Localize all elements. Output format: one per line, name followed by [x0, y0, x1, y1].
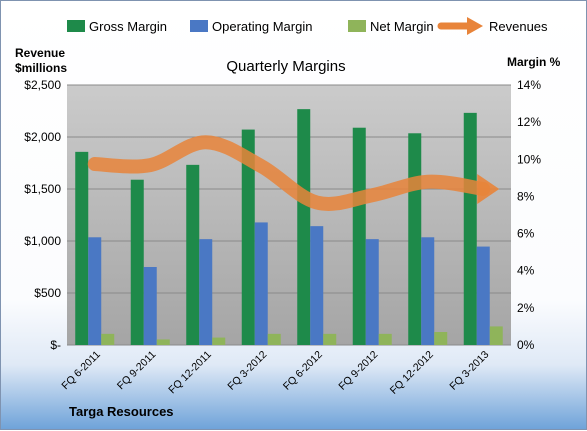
bar-gross-margin — [352, 127, 366, 345]
bar-operating-margin — [88, 237, 102, 345]
revenues-point — [482, 188, 484, 190]
y-right-tick-label: 8% — [517, 189, 535, 203]
revenues-arrowhead — [477, 174, 500, 204]
revenues-point — [205, 141, 207, 143]
y-right-tick-label: 12% — [517, 115, 541, 129]
bar-net-margin — [378, 333, 392, 345]
bar-net-margin — [156, 339, 170, 345]
revenues-point — [94, 163, 96, 165]
x-tick-label: FQ 9-2012 — [336, 349, 380, 393]
legend-label-gross-margin: Gross Margin — [89, 19, 167, 34]
bar-gross-margin — [75, 151, 89, 345]
revenues-point — [260, 165, 262, 167]
x-tick-label: FQ 12-2011 — [166, 349, 214, 397]
x-tick-label: FQ 6-2012 — [281, 349, 325, 393]
bar-operating-margin — [310, 226, 324, 345]
x-tick-label: FQ 6-2011 — [59, 349, 103, 393]
legend-swatch-gross-margin — [67, 20, 85, 32]
y-axis-left-label-line2: $millions — [15, 61, 67, 75]
x-tick-label: FQ 3-2013 — [447, 349, 491, 393]
bar-net-margin — [434, 332, 448, 345]
bar-operating-margin — [476, 246, 490, 345]
bar-operating-margin — [365, 239, 379, 345]
legend: Gross Margin Operating Margin Net Margin… — [67, 17, 548, 35]
y-left-tick-label: $- — [50, 338, 61, 352]
footer-company: Targa Resources — [69, 404, 174, 419]
bar-net-margin — [101, 333, 115, 345]
bar-gross-margin — [130, 179, 144, 345]
legend-label-revenues: Revenues — [489, 19, 548, 34]
y-right-tick-label: 10% — [517, 152, 541, 166]
chart-title: Quarterly Margins — [226, 58, 345, 75]
bar-net-margin — [489, 326, 503, 345]
bar-gross-margin — [408, 133, 422, 345]
revenues-point — [149, 164, 151, 166]
y-right-tick-label: 4% — [517, 264, 535, 278]
bar-gross-margin — [186, 164, 200, 345]
legend-swatch-operating-margin — [190, 20, 208, 32]
y-right-tick-label: 14% — [517, 78, 541, 92]
bars — [75, 109, 503, 346]
x-tick-label: FQ 9-2011 — [115, 349, 159, 393]
revenues-line — [87, 135, 491, 211]
bar-net-margin — [267, 333, 281, 345]
bar-operating-margin — [143, 267, 157, 345]
y-axis-left-label-line1: Revenue — [15, 46, 65, 60]
bar-net-margin — [212, 337, 226, 345]
y-axis-right-ticks: 0% 2% 4% 6% 8% 10% 12% 14% — [517, 78, 541, 352]
y-left-tick-label: $500 — [34, 286, 61, 300]
y-right-tick-label: 2% — [517, 301, 535, 315]
bar-operating-margin — [199, 239, 213, 345]
legend-label-net-margin: Net Margin — [370, 19, 434, 34]
y-left-tick-label: $1,000 — [24, 234, 61, 248]
y-right-tick-label: 0% — [517, 338, 535, 352]
y-left-tick-label: $1,500 — [24, 182, 61, 196]
bar-net-margin — [323, 333, 337, 345]
y-axis-left-ticks: $- $500 $1,000 $1,500 $2,000 $2,500 — [24, 78, 61, 352]
bar-operating-margin — [421, 237, 435, 345]
legend-swatch-revenues — [437, 17, 483, 35]
y-axis-right-label: Margin % — [507, 55, 561, 69]
x-tick-label: FQ 12-2012 — [388, 349, 436, 397]
bar-gross-margin — [241, 129, 255, 345]
revenues-point — [427, 181, 429, 183]
x-tick-label: FQ 3-2012 — [225, 349, 269, 393]
y-right-tick-label: 6% — [517, 227, 535, 241]
revenues-point — [371, 194, 373, 196]
bar-operating-margin — [254, 222, 268, 345]
bar-gross-margin — [463, 112, 477, 345]
revenue-line — [87, 135, 500, 211]
bar-gross-margin — [297, 109, 311, 346]
x-axis-ticks: FQ 6-2011 FQ 9-2011 FQ 12-2011 FQ 3-2012 FQ … — [59, 349, 491, 397]
y-left-tick-label: $2,000 — [24, 130, 61, 144]
y-left-tick-label: $2,500 — [24, 78, 61, 92]
legend-label-operating-margin: Operating Margin — [212, 19, 312, 34]
legend-swatch-net-margin — [348, 20, 366, 32]
revenues-point — [316, 202, 318, 204]
